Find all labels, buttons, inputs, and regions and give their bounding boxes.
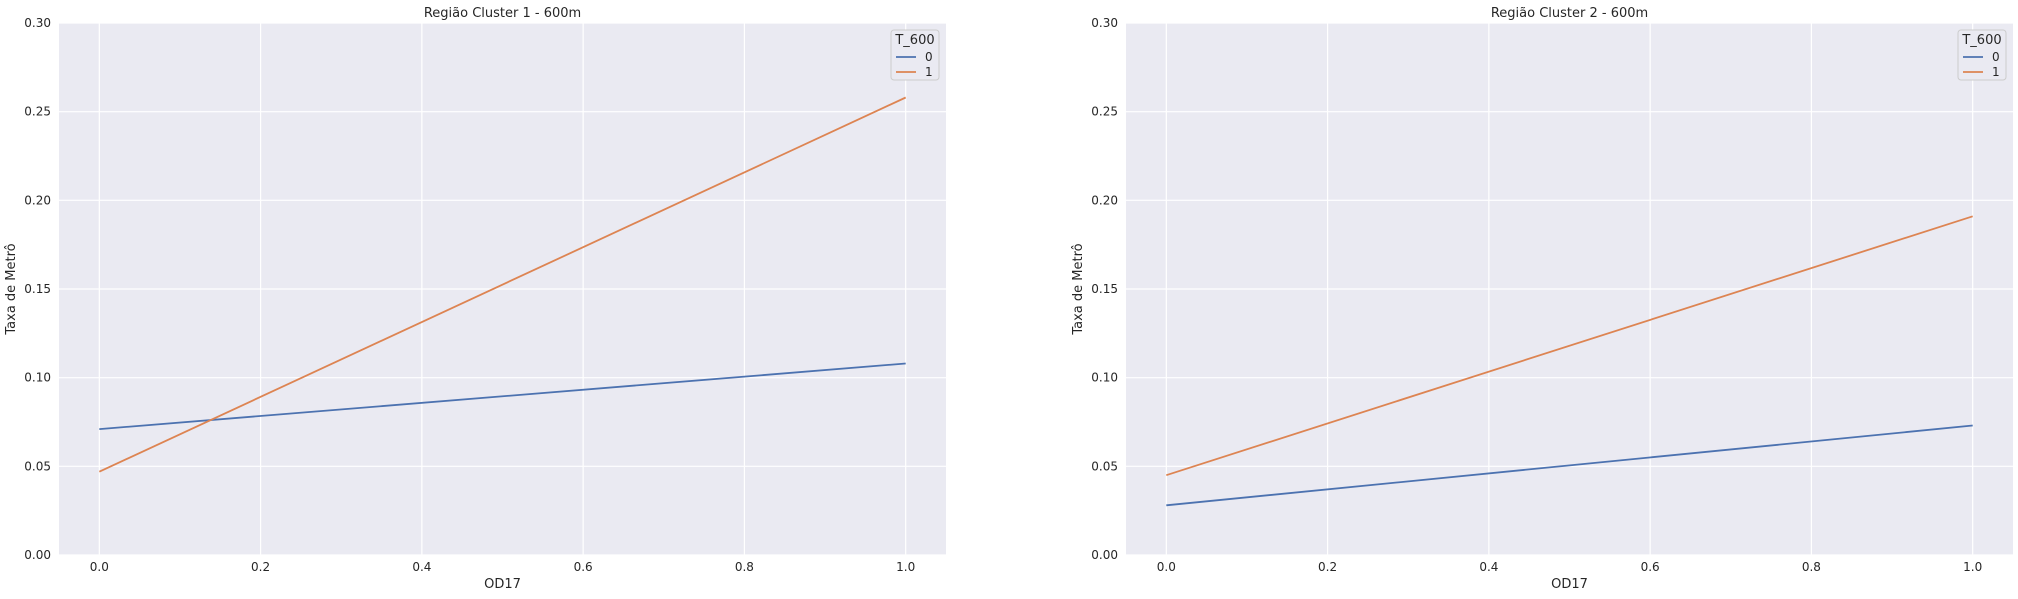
x-tick-label: 0.4	[1479, 560, 1498, 574]
x-tick-label: 0.0	[1157, 560, 1176, 574]
x-tick-label: 0.8	[1802, 560, 1821, 574]
x-axis-label: OD17	[1551, 577, 1588, 592]
legend-box	[890, 29, 940, 81]
series-line-0	[1166, 424, 1973, 507]
series-line-0	[99, 362, 906, 430]
y-tick-label: 0.05	[1091, 459, 1118, 473]
chart-panel-2: 0.0 0.2 0.4 0.6 0.8 1.0 0.00 0.05 0.10 0.15 0.20 0.…	[1071, 6, 2013, 592]
legend-label: 0	[1992, 50, 2000, 64]
legend-title: T_600	[894, 33, 934, 48]
y-tick-label: 0.15	[1091, 282, 1118, 296]
chart-title: Região Cluster 2 - 600m	[1491, 6, 1648, 21]
y-tick-label: 0.15	[24, 282, 51, 296]
y-tick-label: 0.20	[24, 193, 51, 207]
y-tick-label: 0.00	[1091, 548, 1118, 562]
y-tick-label: 0.10	[24, 371, 51, 385]
y-tick-label: 0.20	[1091, 193, 1118, 207]
x-tick-label: 1.0	[1963, 560, 1982, 574]
y-axis-label: Taxa de Metrô	[4, 243, 19, 335]
legend-label: 1	[925, 65, 933, 79]
legend-label: 1	[1992, 65, 2000, 79]
x-tick-label: 0.2	[251, 560, 270, 574]
x-tick-label: 0.8	[735, 560, 754, 574]
x-tick-label: 1.0	[896, 560, 915, 574]
x-tick-label: 0.6	[1641, 560, 1660, 574]
y-tick-label: 0.25	[24, 105, 51, 119]
y-tick-label: 0.30	[1091, 16, 1118, 30]
x-tick-label: 0.2	[1318, 560, 1337, 574]
legend-box	[1957, 29, 2007, 81]
x-tick-label: 0.6	[574, 560, 593, 574]
x-axis-label: OD17	[484, 577, 521, 592]
x-tick-label: 0.0	[90, 560, 109, 574]
chart-title: Região Cluster 1 - 600m	[424, 6, 581, 21]
x-tick-label: 0.4	[412, 560, 431, 574]
chart-panel-1: 0.0 0.2 0.4 0.6 0.8 1.0 0.00 0.05 0.10 0.15 0.20 0.…	[4, 6, 946, 592]
y-tick-label: 0.25	[1091, 105, 1118, 119]
series-line-1	[1166, 215, 1973, 477]
legend-label: 0	[925, 50, 933, 64]
series-line-1	[98, 96, 907, 473]
y-axis-label: Taxa de Metrô	[1071, 243, 1086, 335]
y-tick-label: 0.30	[24, 16, 51, 30]
legend: T_600 01	[890, 29, 940, 81]
legend-title: T_600	[1961, 33, 2001, 48]
y-tick-label: 0.00	[24, 548, 51, 562]
y-tick-label: 0.10	[1091, 371, 1118, 385]
legend: T_600 01	[1957, 29, 2007, 81]
y-tick-label: 0.05	[24, 459, 51, 473]
